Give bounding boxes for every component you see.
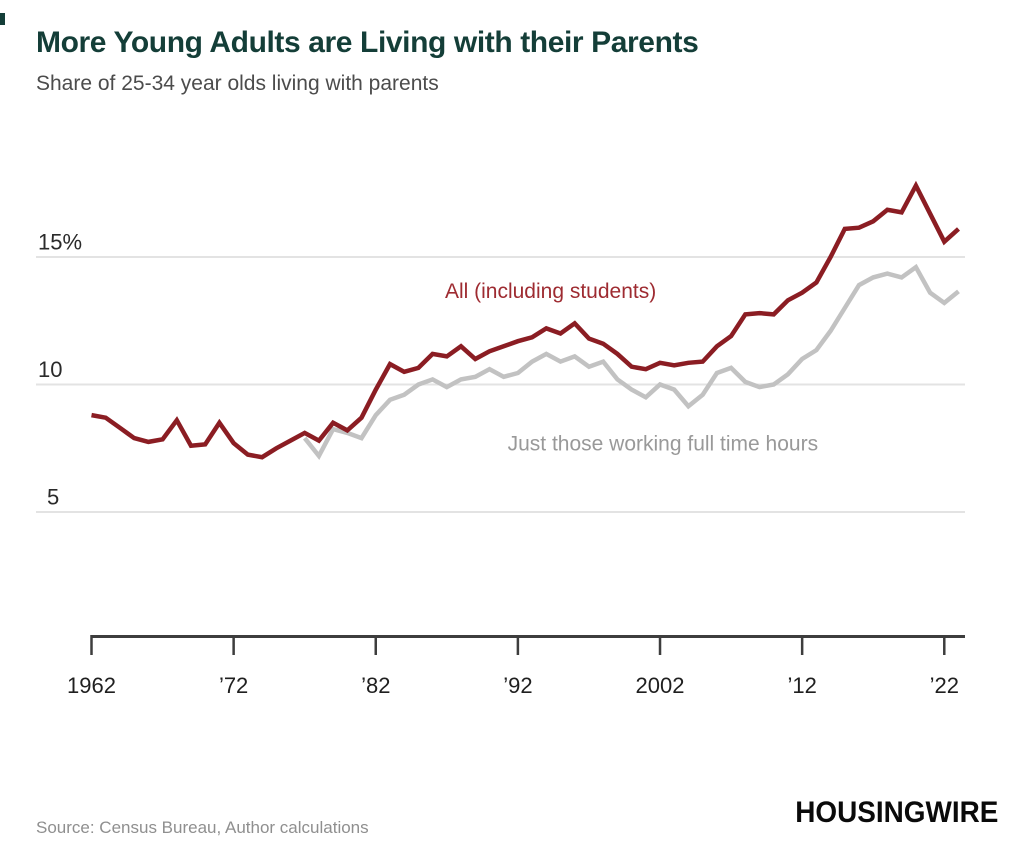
series-line-all [91,180,961,460]
page-subtitle: Share of 25-34 year olds living with par… [36,72,439,95]
x-tick-label-1972: ’72 [219,673,248,698]
series-annotation-fulltime: Just those working full time hours [508,432,818,455]
x-tick-label-2012: ’12 [787,673,816,698]
page-title: More Young Adults are Living with their … [36,26,699,59]
x-tick-label-1982: ’82 [361,673,390,698]
source-note: Source: Census Bureau, Author calculatio… [36,818,369,837]
y-axis-label-10: 10 [38,357,62,382]
series-annotation-all: All (including students) [445,280,656,303]
cropped-edge-mark [0,13,5,25]
x-tick-label-1992: ’92 [503,673,532,698]
series-line-fulltime [302,263,960,460]
y-axis-label-5: 5 [47,485,59,510]
housingwire-logo: HOUSINGWIRE [794,796,998,829]
x-tick-label-2002: 2002 [636,673,685,698]
x-tick-label-1962: 1962 [67,673,116,698]
y-axis-label-15: 15% [38,230,82,255]
x-tick-label-2022: ’22 [930,673,959,698]
